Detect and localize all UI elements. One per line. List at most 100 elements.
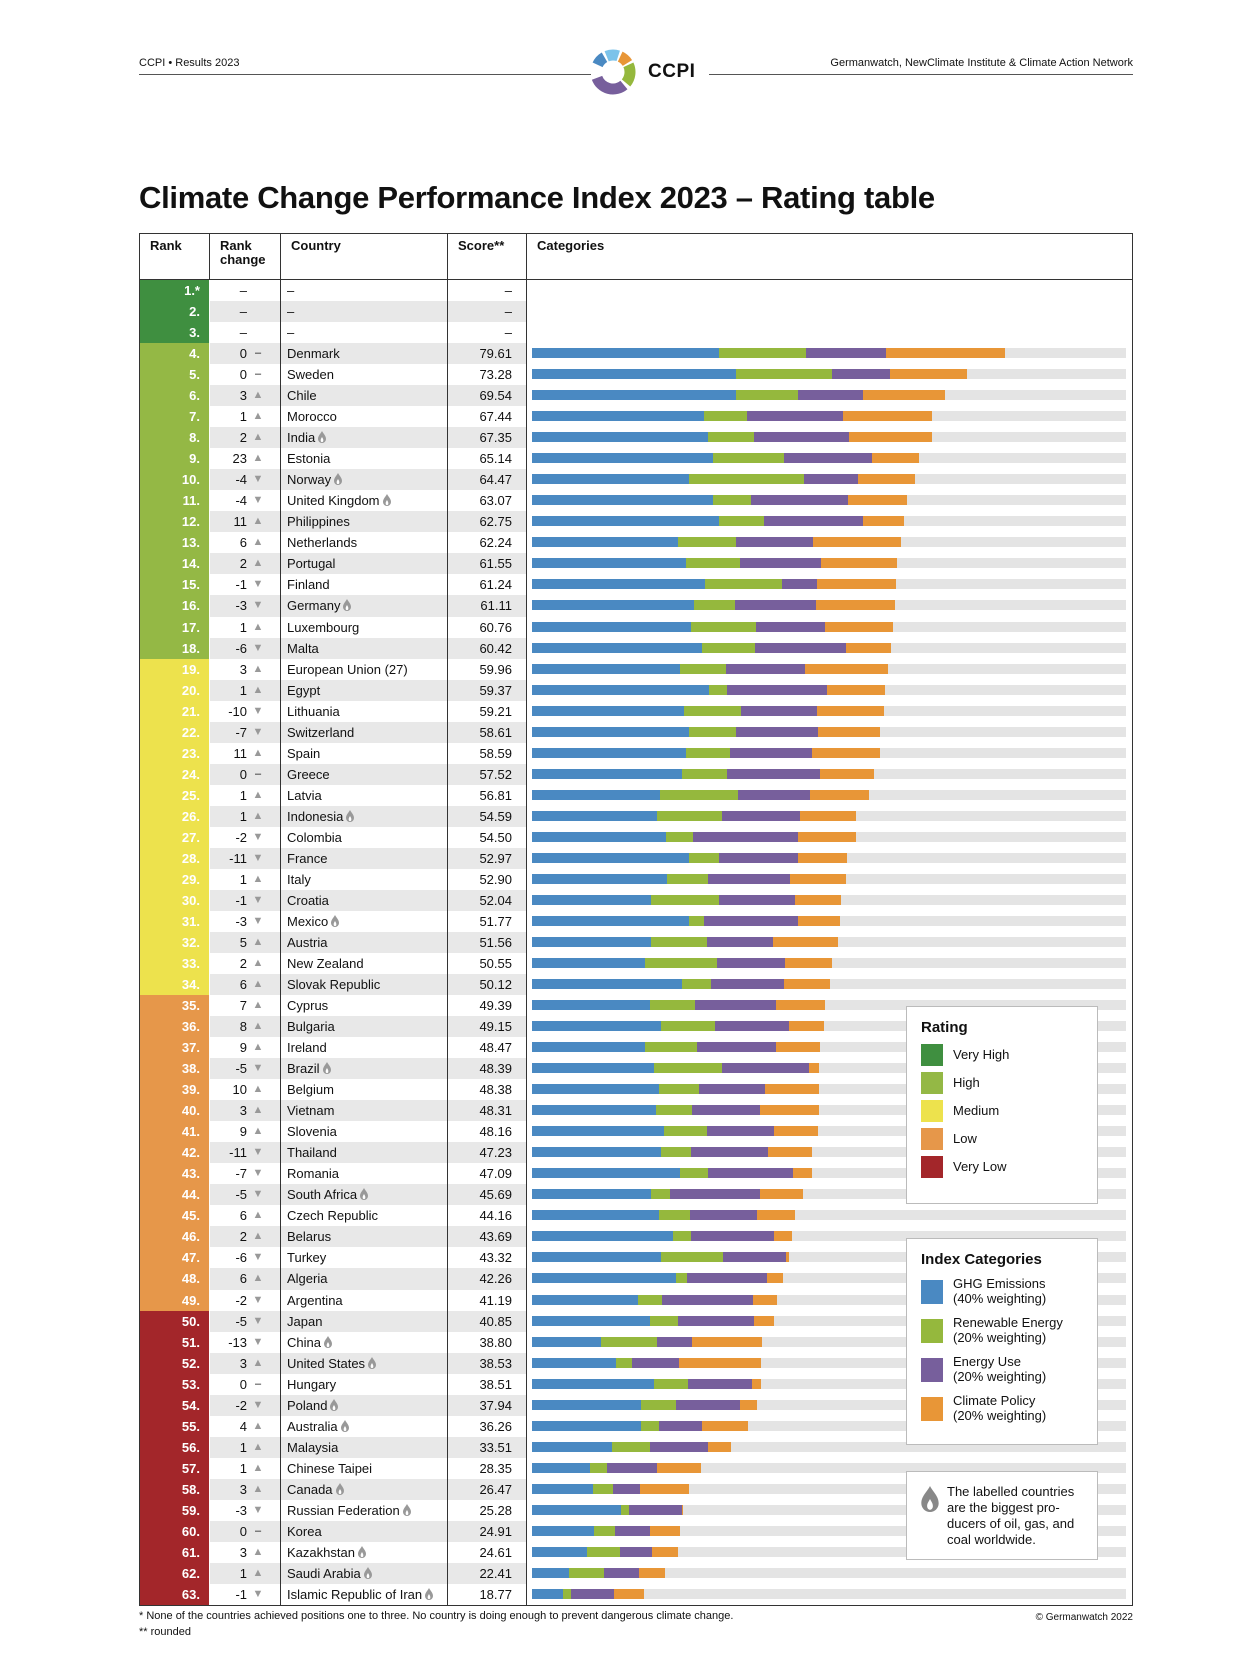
arrow-down-icon: ▼ [252,1503,264,1516]
bar-segment-energy [711,979,784,990]
country-name: Italy [287,871,311,887]
score-bar-track [532,958,1126,968]
bar-segment-energy [754,642,846,653]
bar-segment-energy [657,1336,693,1347]
rank-change-value: 11 [233,745,248,761]
bar-segment-energy [707,936,773,947]
rank-change-cell: 1 ▲ [210,1562,281,1584]
country-cell: Ireland [281,1037,448,1059]
score-cell: 51.77 [448,910,527,932]
rank-cell: 14. [140,553,210,575]
bar-segment-ghg [532,1126,665,1137]
bar-segment-energy [722,1252,786,1263]
arrow-up-icon: ▲ [252,788,264,801]
rank-change-cell: 2 ▲ [210,553,281,575]
rank-cell: 62. [140,1562,210,1584]
rank-change-value: 5 [239,934,247,950]
rank-change-cell: -1 ▼ [210,1583,281,1605]
score-cell: 61.55 [448,553,527,575]
arrow-down-icon: ▼ [252,725,264,738]
bar-segment-renewable [650,894,720,905]
score-bar-track [532,1210,1126,1221]
categories-cell [527,995,1132,1016]
score-bar-track [532,873,1126,884]
score-bar-track [532,537,1126,548]
score-bar-track [532,474,1126,485]
bar-segment-renewable [661,1147,692,1158]
country-name: Austria [287,934,328,950]
table-row: 53. 0– Hungary 38.51 [140,1373,1132,1395]
country-name: Latvia [287,787,322,803]
bar-segment-policy [788,1021,824,1032]
bar-segment-policy [890,369,968,380]
rank-change-value: 2 [239,556,247,572]
score-cell: – [448,322,527,344]
bar-segment-energy [782,579,817,590]
rank-change-cell: 3 ▲ [210,1478,281,1500]
swatch-icon [921,1319,943,1343]
bar-segment-energy [707,873,791,884]
country-name: Argentina [287,1292,343,1308]
bar-segment-energy [707,1126,775,1137]
rank-change-value: 2 [239,430,247,446]
bar-segment-policy [821,558,898,569]
table-row: 36. 8 ▲ Bulgaria 49.15 [140,1016,1132,1038]
bar-segment-energy [735,726,819,737]
bar-segment-renewable [689,726,736,737]
country-cell: France [281,847,448,869]
score-bar-track [532,684,1126,695]
rank-change-value: -5 [235,1187,247,1203]
rank-change-cell: -2 ▼ [210,1289,281,1311]
rating-legend: Rating Very High High Medium Low Very Low [906,1006,1098,1204]
rank-change-cell: -5 ▼ [210,1310,281,1332]
bar-segment-renewable [709,684,727,695]
rank-change-cell: 6 ▲ [210,974,281,996]
table-row: 17. 1 ▲ Luxembourg 60.76 [140,616,1132,638]
table-row: 26. 1 ▲ Indonesia 54.59 [140,805,1132,827]
rating-legend-item: Very Low [921,1156,1083,1178]
rank-change-value: 9 [239,1040,247,1056]
table-row: 3. – – – [140,322,1132,344]
bar-segment-energy [691,1147,769,1158]
bar-segment-ghg [532,1378,654,1389]
country-cell: European Union (27) [281,658,448,680]
rank-change-value: -4 [235,493,247,509]
rank-change-cell: 1 ▲ [210,868,281,890]
categories-cell [527,1479,1132,1500]
bar-segment-ghg [532,936,651,947]
country-name: Kazakhstan [287,1544,355,1560]
score-cell: 45.69 [448,1184,527,1206]
bar-segment-ghg [532,747,686,758]
country-cell: Brazil [281,1058,448,1080]
bar-segment-policy [794,894,841,905]
score-cell: 58.59 [448,742,527,764]
bar-segment-policy [797,852,847,863]
score-cell: 48.38 [448,1079,527,1101]
rank-cell: 50. [140,1310,210,1332]
table-row: 14. 2 ▲ Portugal 61.55 [140,553,1132,575]
rank-change-cell: -2 ▼ [210,1394,281,1416]
bar-segment-policy [817,705,884,716]
flame-icon [921,1486,939,1512]
bar-segment-energy [804,474,858,485]
score-cell: 64.47 [448,469,527,491]
rank-change-value: -3 [235,1502,247,1518]
country-cell: Portugal [281,553,448,575]
categories-cell [527,1500,1132,1521]
bar-segment-energy [722,810,801,821]
bar-segment-energy [659,1420,703,1431]
rank-cell: 44. [140,1184,210,1206]
table-row: 46. 2 ▲ Belarus 43.69 [140,1226,1132,1248]
rank-change-value: – [239,304,247,320]
bar-segment-renewable [681,768,727,779]
score-cell: 47.23 [448,1142,527,1164]
country-name: Islamic Republic of Iran [287,1586,423,1602]
country-name: Switzerland [287,724,355,740]
table-row: 27. -2 ▼ Colombia 54.50 [140,826,1132,848]
rank-change-value: 6 [239,535,247,551]
country-name: Belarus [287,1229,332,1245]
table-row: 37. 9 ▲ Ireland 48.47 [140,1037,1132,1059]
country-name: Denmark [287,346,340,362]
rank-change-cell: 10 ▲ [210,1079,281,1101]
score-cell: 57.52 [448,763,527,785]
